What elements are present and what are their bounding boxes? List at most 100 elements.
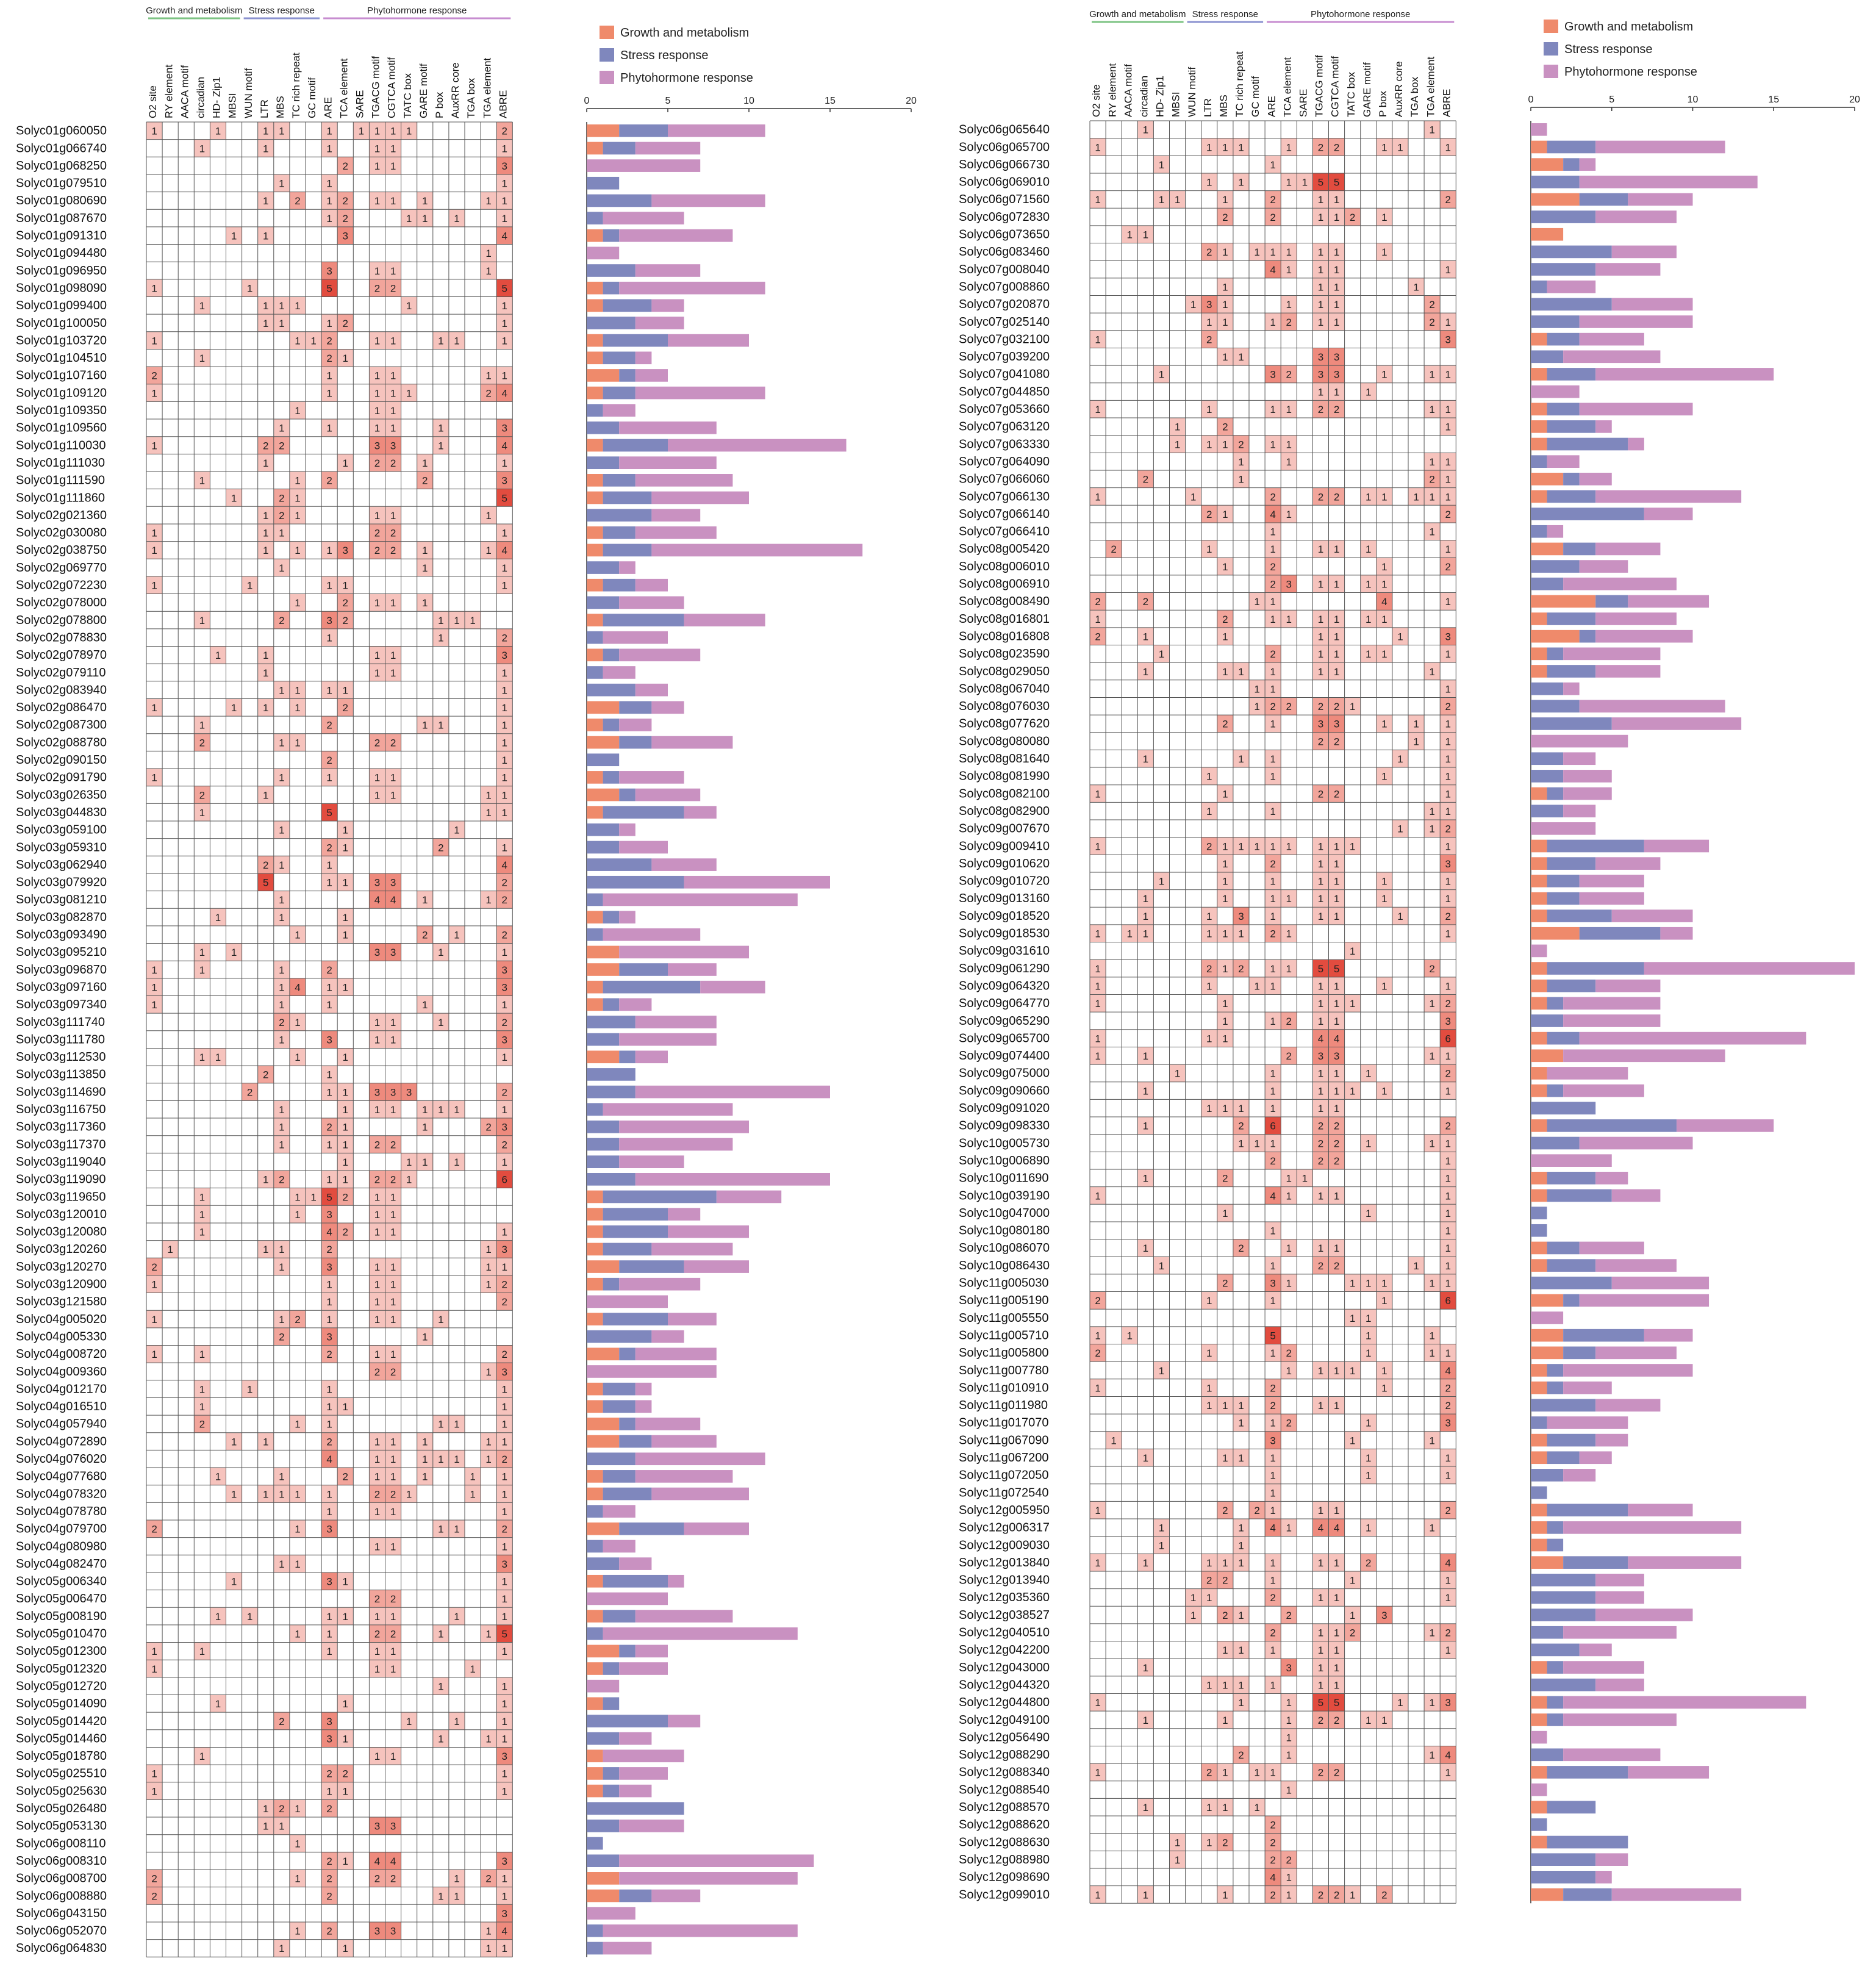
heatmap-cell — [1090, 1344, 1106, 1362]
cell-count: 1 — [1206, 980, 1212, 992]
heatmap-cell — [289, 1188, 306, 1206]
bar-segment-growth — [1531, 874, 1547, 888]
bar-segment-stress — [587, 631, 603, 644]
heatmap-cell — [385, 1607, 401, 1625]
cell-count: 1 — [1238, 1418, 1244, 1429]
heatmap-cell — [1281, 295, 1297, 314]
bar-segment-stress — [587, 753, 620, 767]
cell-count: 1 — [1190, 491, 1196, 503]
bar-segment-hormone — [603, 1540, 635, 1553]
gene-label: Solyc07g066060 — [959, 473, 1050, 486]
cell-count: 3 — [1270, 1435, 1275, 1446]
cell-count: 1 — [1270, 719, 1275, 730]
heatmap-cell — [1122, 924, 1138, 942]
cell-count: 3 — [1445, 1418, 1451, 1429]
column-label: TGA element — [1425, 57, 1436, 117]
heatmap-cell — [321, 1205, 338, 1223]
heatmap-cell — [1312, 1047, 1329, 1065]
heatmap-cell — [1265, 959, 1281, 977]
gene-label: Solyc05g026480 — [16, 1802, 107, 1815]
bar-segment-hormone — [603, 1924, 798, 1937]
heatmap-cell — [1440, 418, 1456, 436]
cell-count: 1 — [1286, 1732, 1292, 1743]
heatmap-cell — [1408, 715, 1425, 733]
heatmap-cell — [496, 978, 513, 996]
heatmap-cell — [353, 122, 370, 140]
cell-count: 1 — [279, 1034, 284, 1045]
heatmap-cell — [194, 716, 210, 734]
heatmap-cell — [385, 139, 401, 157]
bar-segment-growth — [587, 1400, 603, 1413]
cell-count: 1 — [485, 1943, 491, 1954]
heatmap-cell — [194, 611, 210, 629]
bar-segment-hormone — [1547, 280, 1596, 293]
heatmap-cell — [1281, 1781, 1297, 1799]
cell-count: 1 — [422, 894, 428, 906]
heatmap-cell — [337, 873, 354, 891]
cell-count: 4 — [1334, 1522, 1339, 1534]
heatmap-cell — [385, 419, 401, 437]
heatmap-cell — [273, 1310, 290, 1328]
bar-segment-hormone — [635, 788, 701, 802]
gene-label: Solyc06g043150 — [16, 1907, 107, 1920]
cell-count: 1 — [374, 423, 380, 434]
gene-label: Solyc03g121580 — [16, 1295, 107, 1308]
cell-count: 2 — [1445, 194, 1451, 206]
bar-segment-stress — [587, 841, 620, 854]
heatmap-cell — [289, 1799, 306, 1818]
bar-segment-hormone — [651, 1330, 684, 1343]
cell-count: 2 — [374, 1873, 380, 1885]
cell-count: 1 — [1222, 1889, 1228, 1901]
cell-count: 1 — [1429, 806, 1434, 817]
heatmap-cell — [385, 157, 401, 174]
bar-segment-hormone — [635, 1382, 652, 1396]
heatmap-cell — [1328, 697, 1345, 716]
cell-count: 1 — [247, 580, 252, 592]
cell-count: 1 — [374, 1104, 380, 1116]
heatmap-cell — [1312, 1257, 1329, 1274]
heatmap-cell — [1265, 592, 1281, 611]
heatmap-cell — [194, 943, 210, 961]
gene-label: Solyc02g078800 — [16, 614, 107, 627]
heatmap-cell — [481, 1118, 497, 1136]
heatmap-cell — [1440, 627, 1456, 645]
cell-count: 1 — [167, 1244, 173, 1255]
cell-count: 1 — [1318, 299, 1323, 310]
heatmap-cell — [1217, 348, 1233, 366]
cell-count: 1 — [1318, 1662, 1323, 1674]
bar-segment-growth — [1531, 420, 1547, 433]
heatmap-cell — [257, 1485, 274, 1503]
cell-count: 1 — [199, 807, 205, 819]
cell-count: 1 — [1222, 1802, 1228, 1813]
cell-count: 1 — [502, 1227, 507, 1238]
gene-label: Solyc06g008700 — [16, 1872, 107, 1885]
bar-segment-hormone — [1579, 175, 1758, 188]
heatmap-cell — [1344, 208, 1361, 226]
cell-count: 2 — [422, 930, 428, 941]
heatmap-cell — [1440, 138, 1456, 156]
heatmap-cell — [432, 1677, 449, 1695]
heatmap-cell — [1137, 924, 1154, 942]
heatmap-cell — [1376, 610, 1392, 628]
heatmap-cell — [1328, 1659, 1345, 1676]
heatmap-cell — [1137, 470, 1154, 488]
bar-segment-hormone — [1595, 1573, 1644, 1587]
heatmap-cell — [401, 296, 417, 315]
cell-count: 2 — [1286, 1050, 1292, 1062]
cell-count: 1 — [231, 1488, 237, 1500]
heatmap-cell — [496, 419, 513, 437]
column-label: LTR — [259, 99, 270, 118]
heatmap-cell — [1312, 662, 1329, 680]
gene-label: Solyc09g013160 — [959, 892, 1050, 905]
gene-label: Solyc08g016808 — [959, 629, 1050, 643]
column-label: HD- Zip1 — [1155, 76, 1166, 117]
cell-count: 1 — [438, 1454, 443, 1465]
heatmap-cell — [1440, 924, 1456, 942]
heatmap-cell — [369, 1817, 385, 1835]
heatmap-cell — [1185, 295, 1201, 314]
bar-segment-growth — [1531, 1538, 1547, 1552]
cell-count: 1 — [1254, 701, 1259, 712]
heatmap-cell — [496, 1118, 513, 1136]
cell-count: 1 — [1143, 1557, 1148, 1569]
cell-count: 1 — [1334, 648, 1339, 660]
